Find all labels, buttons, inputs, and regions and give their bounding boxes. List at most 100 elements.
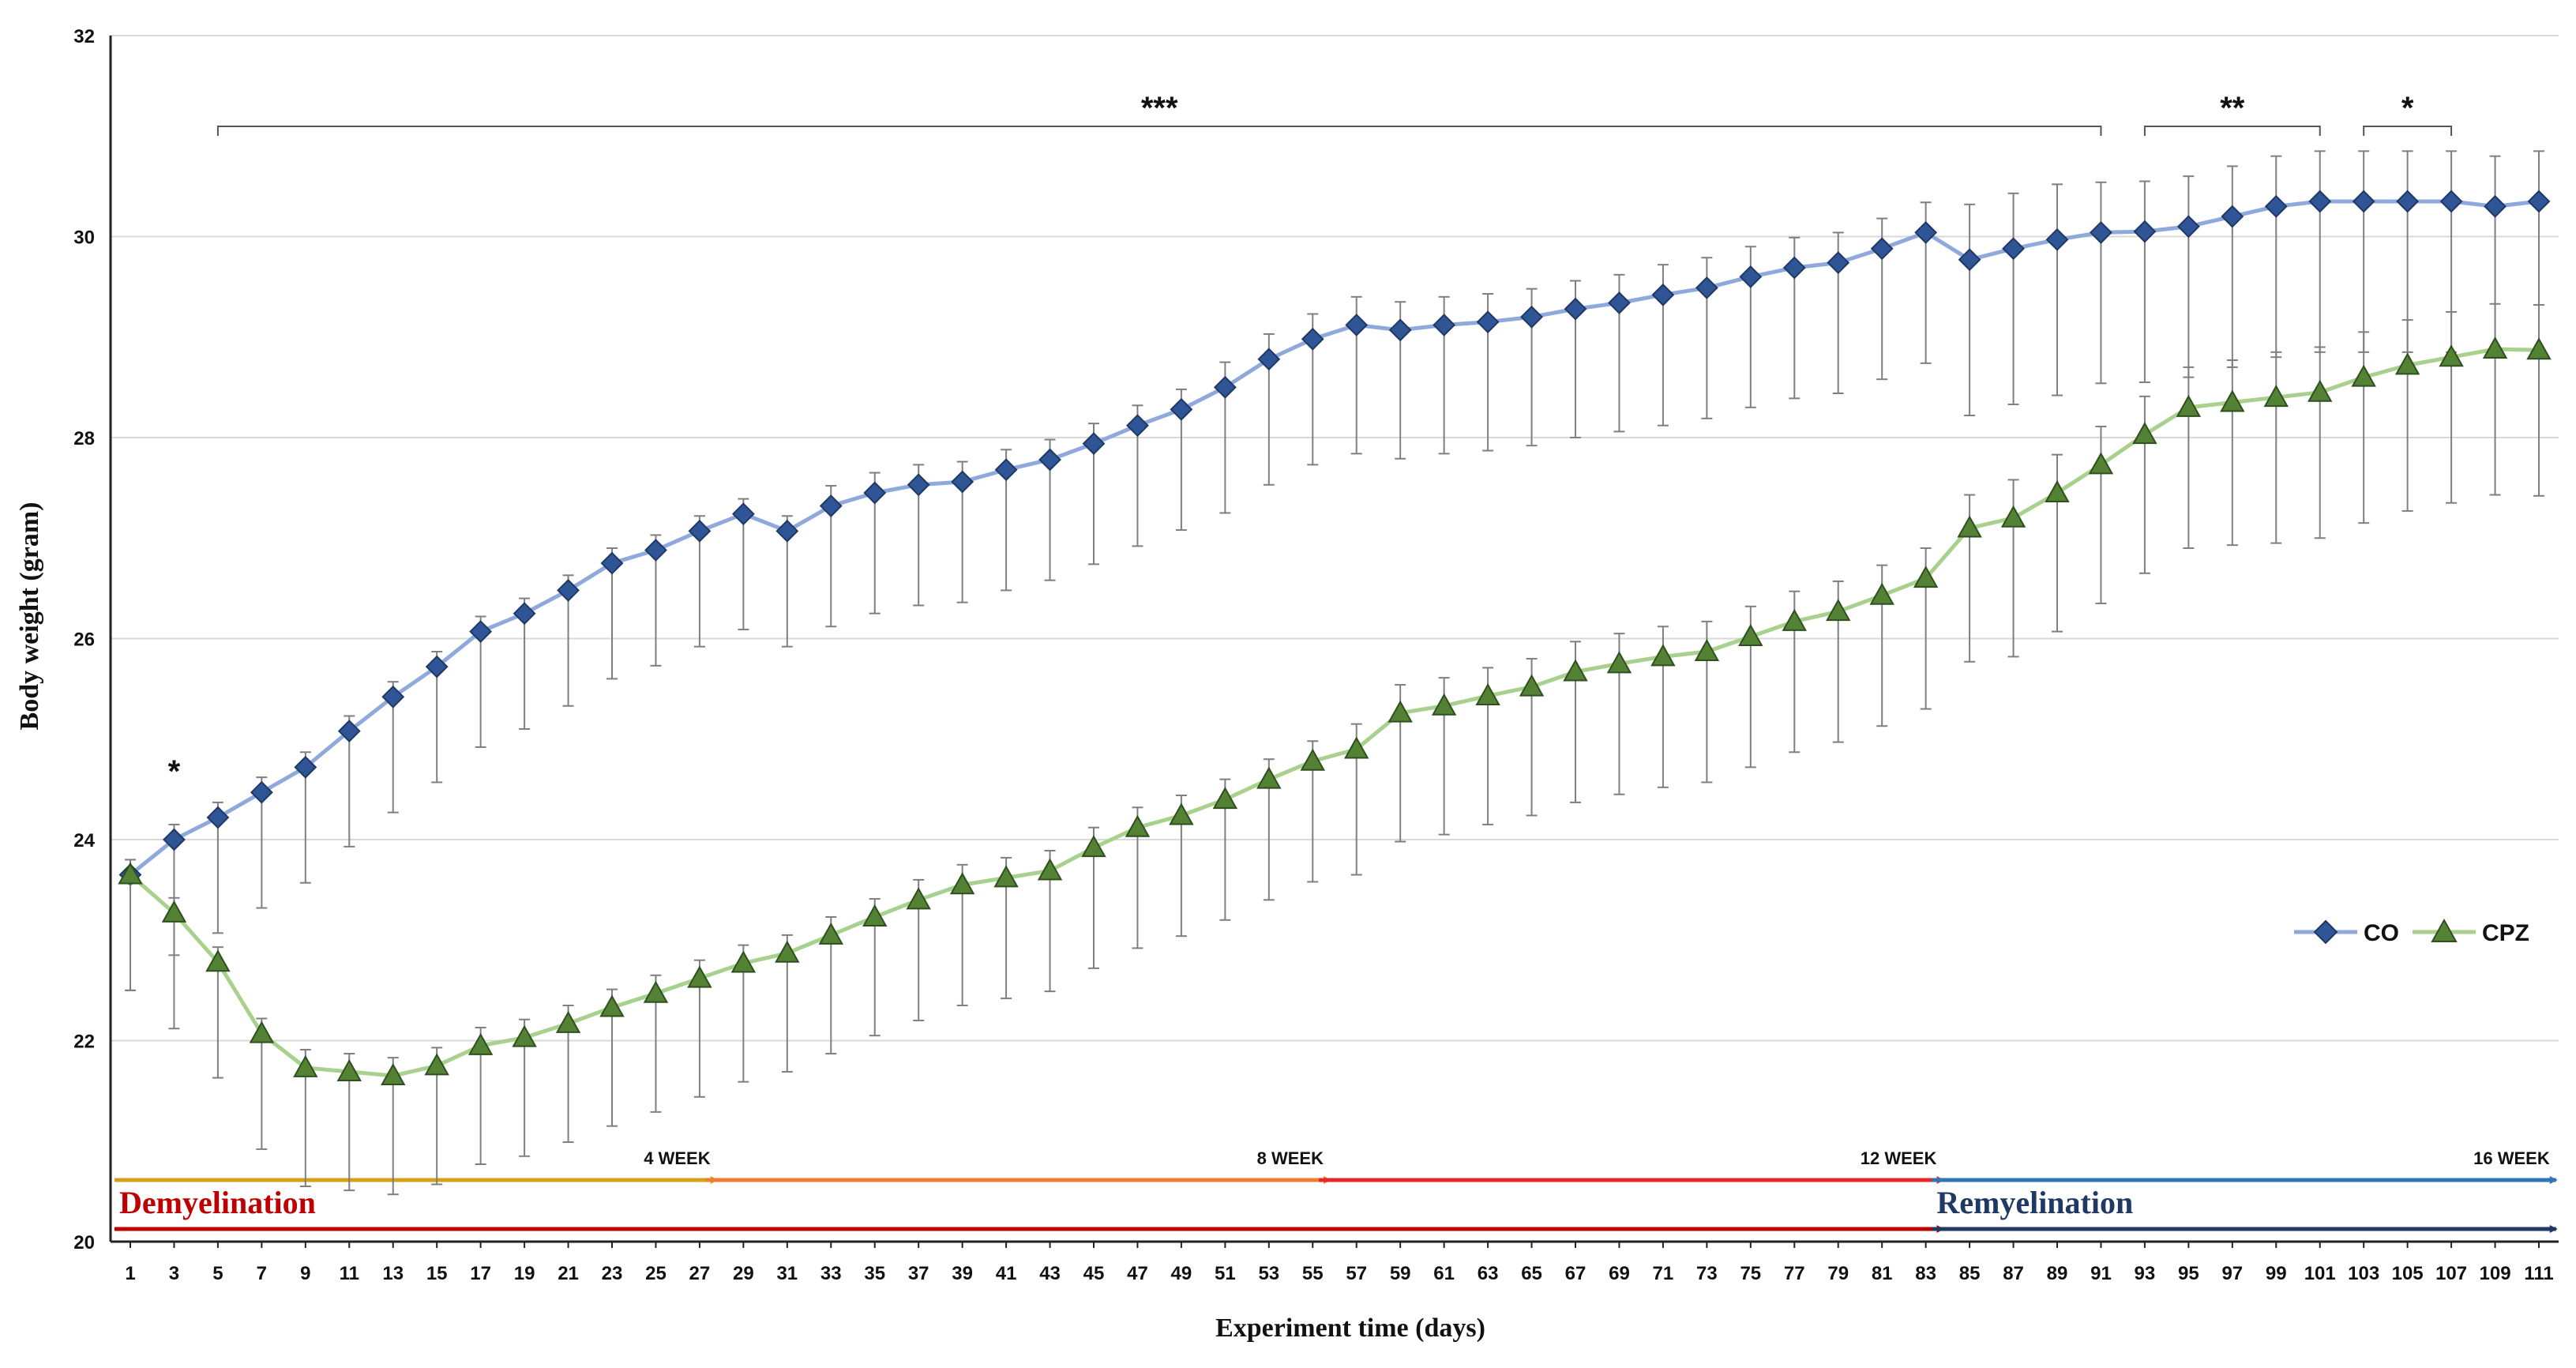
cpz-point [1782,608,1807,631]
gridlines [111,35,2559,1042]
cpz-point [2220,389,2245,412]
x-tick-label: 79 [1827,1263,1849,1284]
co-point [1651,283,1675,306]
cpz-point [818,922,843,945]
x-tick-label: 23 [602,1263,623,1284]
x-tick-label: 35 [864,1263,885,1284]
cpz-point [555,1010,581,1033]
co-point [1870,237,1894,261]
co-point [2439,190,2463,213]
cpz-point [1475,682,1500,706]
cpz-point [2132,422,2157,445]
co-point [1257,348,1281,371]
x-tick-label: 75 [1740,1263,1761,1284]
co-point [1082,432,1106,456]
co-point [2090,220,2112,244]
co-point [425,655,449,678]
y-tick-label: 32 [73,26,95,47]
cpz-point [2263,385,2289,408]
x-tick-label: 107 [2435,1263,2467,1284]
cpz-point [1826,599,1851,622]
x-tick-label: 33 [820,1263,842,1284]
axes [109,36,2559,1243]
co-point [1170,397,1193,421]
cpz-point [1606,651,1632,674]
co-line [129,199,2540,877]
x-tick-label: 85 [1959,1263,1981,1284]
cpz-point [687,965,712,988]
x-tick-label: 19 [514,1263,535,1284]
series-cpz [118,303,2552,1196]
co-point [994,458,1018,482]
x-tick-label: 71 [1653,1263,1674,1284]
co-point [381,685,405,708]
cpz-point [1431,693,1457,716]
y-axis-title: Body weight (gram) [15,502,44,731]
legend-cpz-label: CPZ [2482,920,2529,946]
cpz-point [1957,515,1982,538]
cpz-point [2439,344,2464,367]
co-point [1958,248,1981,272]
x-tick-label: 105 [2392,1263,2424,1284]
cpz-point [906,887,931,910]
cpz-point [424,1053,449,1076]
co-point [2527,190,2551,213]
cpz-point [643,980,669,1003]
x-tick-label: 5 [212,1263,223,1284]
legend-co-label: CO [2364,920,2399,946]
cpz-point [1913,566,1939,588]
significance-bracket [216,126,2102,136]
x-tick-label: 31 [776,1263,798,1284]
legend-cpz-marker [2431,918,2458,942]
co-point [1126,414,1149,438]
x-tick-label: 65 [1521,1263,1542,1284]
cpz-point [1344,736,1369,759]
x-tick-label: 67 [1565,1263,1587,1284]
co-point [1827,251,1850,274]
x-tick-label: 41 [996,1263,1017,1284]
co-point [819,494,843,517]
x-tick-label: 103 [2348,1263,2379,1284]
x-tick-label: 29 [733,1263,754,1284]
cpz-point [1300,748,1325,771]
co-point [1520,305,1543,329]
x-tick-label: 99 [2266,1263,2287,1284]
significance-label: ** [2220,91,2245,126]
week-16-label: 16 WEEK [2473,1148,2550,1168]
cpz-point [1256,766,1282,789]
cpz-point [161,900,187,923]
cpz-point [2045,479,2070,502]
x-tick-label: 51 [1215,1263,1236,1284]
x-tick-label: 45 [1083,1263,1105,1284]
cpz-point [336,1058,362,1081]
significance-annotations: **** ** * [168,91,2453,789]
cpz-point [2351,364,2376,387]
x-tick-label: 81 [1872,1263,1893,1284]
x-tick-label: 93 [2135,1263,2156,1284]
co-point [1914,220,1938,244]
x-tick-label: 13 [382,1263,404,1284]
co-point [513,602,536,626]
cpz-point [205,949,231,972]
cpz-point [993,865,1019,888]
significance-bracket [2143,126,2321,136]
co-point [1433,314,1456,336]
cpz-point [2482,336,2508,359]
x-tick-label: 73 [1696,1263,1718,1284]
co-point [1476,310,1500,334]
phase-markers: Demyelination Remyelination [115,1185,2558,1233]
x-tick-label: 43 [1039,1263,1061,1284]
cpz-point [1650,644,1676,667]
co-point [1388,318,1412,342]
cpz-point [118,862,143,885]
significance-bracket [2363,126,2453,136]
x-tick-label: 21 [558,1263,579,1284]
cpz-point [1519,674,1545,697]
cpz-point [512,1024,537,1047]
cpz-point [2000,505,2026,528]
co-point [1739,265,1763,288]
week-12-label: 12 WEEK [1861,1148,1937,1168]
co-point [907,473,930,497]
cpz-point [1212,787,1238,810]
